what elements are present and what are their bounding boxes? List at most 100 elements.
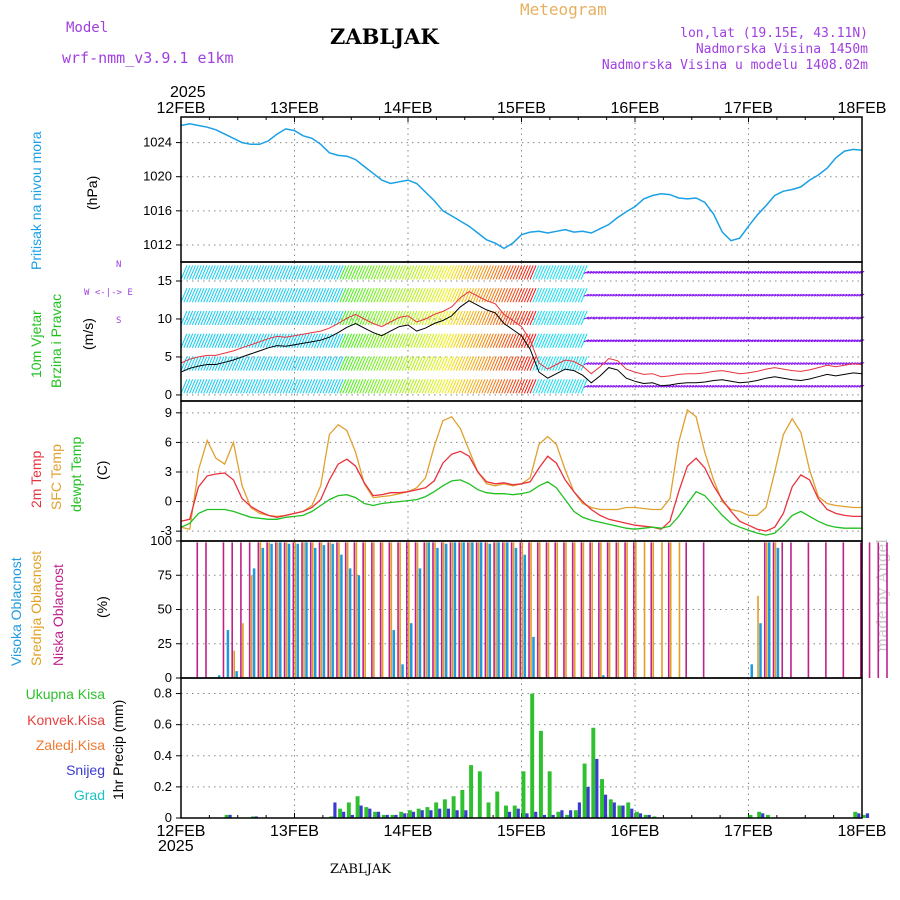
cloud-bar [344,542,347,678]
wind-barb [217,287,225,303]
wind-barb [813,339,819,343]
wind-barb [228,333,236,348]
wind-barb [560,379,568,394]
wind-barb [827,362,834,366]
wind-barb [206,333,213,348]
snow-bar [761,813,765,818]
wind-barb [203,310,211,326]
cloud-bar [591,542,593,678]
total-rain-bar [591,727,596,818]
wind-barb [452,333,460,348]
wind-barb [501,356,509,371]
wind-barb [225,333,233,348]
wind-barb [509,287,517,303]
cloud-bar [442,542,445,678]
wind-barb [597,293,604,297]
wind-barb [742,316,749,320]
wind-barb [452,265,460,280]
wind-barb [609,270,615,274]
wind-barb [390,333,398,348]
wind-barb [237,310,245,326]
wind-barb [492,287,500,303]
cloud-bar [266,542,268,678]
wind-barb [308,287,316,303]
wind-barb [538,265,545,280]
wind-barb [319,265,327,280]
lonlat: lon,lat (19.15E, 43.11N) [680,26,868,41]
wind-barb [620,293,626,297]
wind-barb [399,310,406,326]
wind-barb [359,333,367,348]
wind-barb [504,310,511,326]
wind-barb [736,384,743,388]
wind-barb [739,270,746,274]
wind-barb [248,310,256,326]
wind-barb [228,310,236,326]
temp-2m-line [180,450,862,532]
wind-barb [569,310,577,326]
wind-barb [455,310,463,326]
wind-barb [450,287,458,303]
wind-barb [538,379,545,394]
wind-barb [339,310,347,326]
wind-barb [572,265,580,280]
wind-barb [771,293,777,297]
wind-barb [245,356,253,371]
wind-barb [629,316,635,320]
wind-barb [220,356,228,371]
wind-barb [813,362,819,366]
wind-barb [458,265,466,280]
wind-barb [342,265,350,280]
wind-barb [583,339,590,343]
wind-barb [586,270,592,274]
cloud-bar [270,543,273,678]
wind-barb [495,287,503,303]
wind-barb [612,339,618,343]
wind-barb [629,293,635,297]
wind-barb [387,356,395,371]
wind-barb [518,265,526,280]
cloud-bar [781,542,784,678]
wind-barb [799,270,805,274]
wind-barb [853,270,859,274]
total-rain-bar [390,814,395,818]
wind-barb [282,333,290,348]
wind-barb [691,293,697,297]
wind-barb [498,265,506,280]
total-rain-bar [617,805,622,818]
wind-barb [651,316,658,320]
wind-barb [666,384,672,388]
wind-barb [396,287,404,303]
wind-barb [805,339,811,343]
wind-barb [734,316,740,320]
wind-barb [308,265,316,280]
cloud-bar [486,542,489,678]
wind-barb [350,356,358,371]
wind-barb [294,379,301,394]
wind-barb [700,316,706,320]
wind-barb [328,310,336,326]
wind-barb [447,265,455,280]
wind-barb [339,333,347,348]
wind-barb [367,379,375,394]
wind-barb [796,384,802,388]
wind-barb [333,356,341,371]
wind-barb [407,333,415,348]
wind-barb [364,356,372,371]
wind-barb [788,362,794,366]
wind-barb [637,339,644,343]
wind-barb [251,333,259,348]
wind-barb [609,316,615,320]
wind-barb [413,287,421,303]
wind-barb [776,384,783,388]
wind-barb [793,362,800,366]
wind-barb [421,287,429,303]
wind-barb [206,287,213,303]
wind-barb [435,287,443,303]
wind-barb [316,265,324,280]
wind-barb [359,356,367,371]
wind-barb [736,339,743,343]
wind-barb [685,293,692,297]
wind-barb [353,333,361,348]
wind-barb [736,362,743,366]
